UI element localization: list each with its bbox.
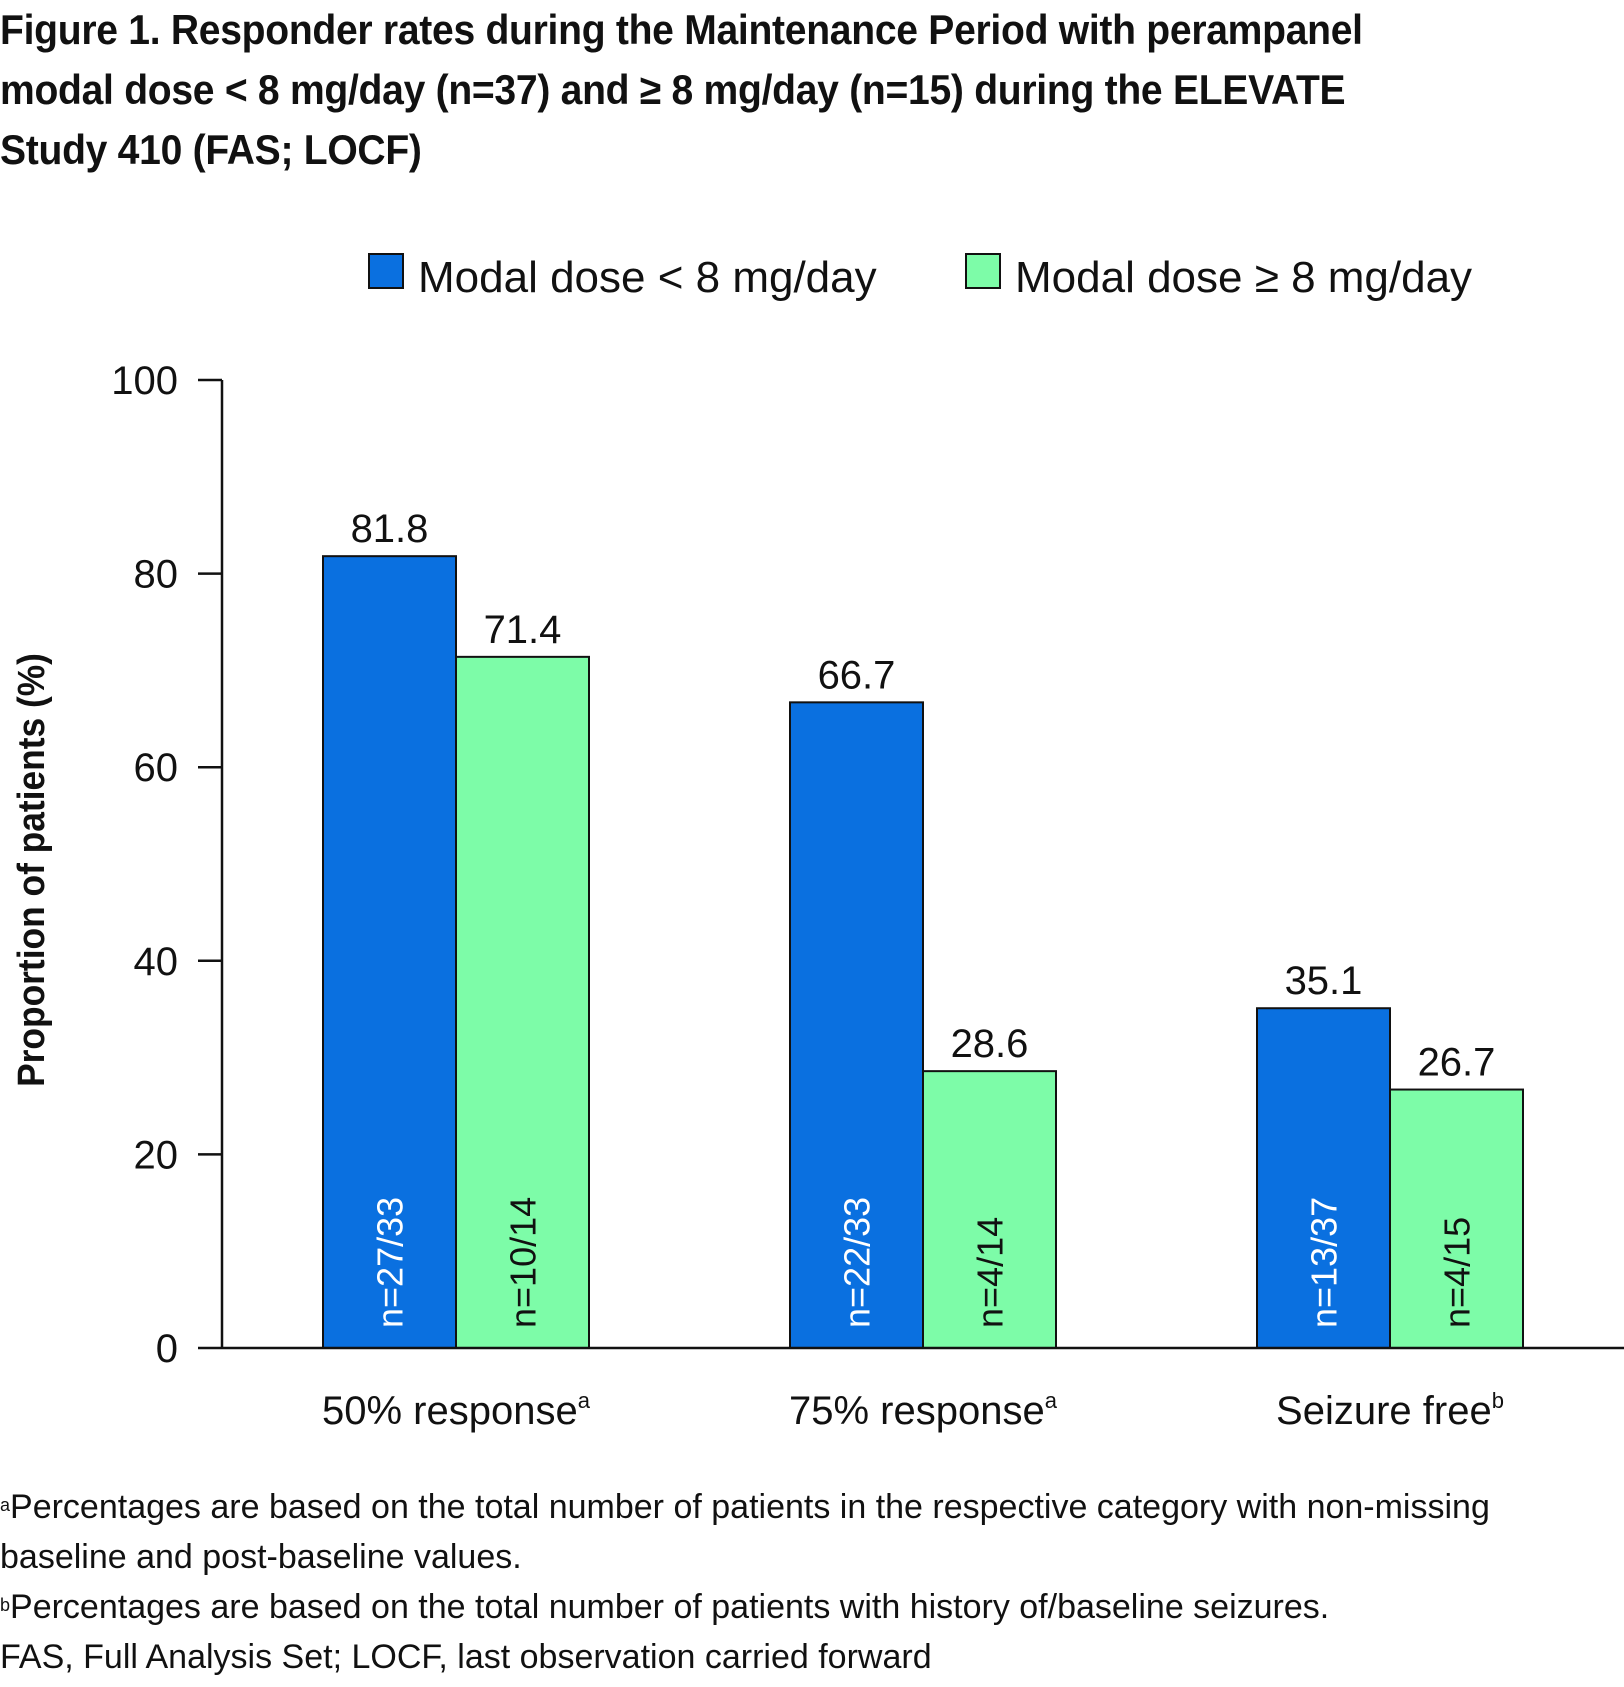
chart-legend: Modal dose < 8 mg/day Modal dose ≥ 8 mg/d… [368,253,1472,302]
y-tick-label: 40 [134,940,179,984]
legend-swatch [965,253,1001,289]
footnote-a-text: Percentages are based on the total numbe… [10,1488,1490,1526]
y-tick-label: 80 [134,553,179,597]
bar-group [322,555,1524,1349]
n-label: n=4/14 [970,1217,1011,1328]
x-category-label-text: Seizure free [1276,1389,1492,1433]
footnote-b: bPercentages are based on the total numb… [0,1582,1624,1632]
x-category-label-superscript: a [578,1388,591,1413]
x-category-label-text: 75% response [789,1389,1045,1433]
footnotes: aPercentages are based on the total numb… [0,1482,1624,1682]
legend-label: Modal dose ≥ 8 mg/day [1015,253,1472,302]
value-label: 71.4 [484,608,562,652]
n-label: n=22/33 [837,1197,878,1328]
y-axis: 0 20 40 60 80 100 [111,359,224,1371]
x-category-label: Seizure freeb [1276,1388,1504,1433]
bar [1256,1007,1391,1349]
n-label: n=13/37 [1304,1197,1345,1328]
figure-title-line: modal dose < 8 mg/day (n=37) and ≥ 8 mg/… [0,66,1346,113]
bar [922,1070,1057,1349]
legend-swatch [368,253,404,289]
x-category-label: 50% responsea [322,1388,591,1433]
value-labels: 81.8 71.4 66.7 28.6 35.1 26.7 [351,507,1496,1084]
x-category-label-superscript: b [1492,1388,1504,1413]
bar-chart: Modal dose < 8 mg/day Modal dose ≥ 8 mg/d… [10,253,1624,1433]
footnote-a-marker: a [0,1495,11,1515]
y-axis-label: Proportion of patients (%) [10,653,52,1087]
n-labels: n=27/33 n=10/14 n=22/33 n=4/14 n=13/37 n=4/15 [370,1197,1478,1328]
footnote-a: aPercentages are based on the total numb… [0,1482,1624,1532]
footnote-b-marker: b [0,1595,11,1615]
value-label: 81.8 [351,507,429,551]
figure-title-line: Figure 1. Responder rates during the Mai… [0,6,1363,53]
legend-label: Modal dose < 8 mg/day [418,253,877,302]
x-axis: 50% responsea 75% responsea Seizure freeb [222,1346,1624,1433]
x-category-label: 75% responsea [789,1388,1058,1433]
bar [1389,1088,1524,1349]
footnote-abbreviations: FAS, Full Analysis Set; LOCF, last obser… [0,1638,932,1676]
bar [322,555,457,1349]
x-category-label-text: 50% response [322,1389,578,1433]
n-label: n=27/33 [370,1197,411,1328]
figure-title-line: Study 410 (FAS; LOCF) [0,126,422,173]
y-tick-label: 100 [111,359,178,403]
n-label: n=10/14 [503,1197,544,1328]
value-label: 66.7 [818,653,896,697]
value-label: 26.7 [1418,1041,1496,1085]
footnote-a-continued: baseline and post-baseline values. [0,1538,522,1576]
footnote-b-text: Percentages are based on the total numbe… [10,1588,1330,1626]
y-tick-label: 0 [156,1327,178,1371]
y-tick-label: 60 [134,746,179,790]
x-category-label-superscript: a [1045,1388,1058,1413]
y-tick-label: 20 [134,1133,179,1177]
n-label: n=4/15 [1437,1217,1478,1328]
figure-title: Figure 1. Responder rates during the Mai… [0,0,1510,180]
value-label: 28.6 [951,1022,1029,1066]
value-label: 35.1 [1285,959,1363,1003]
